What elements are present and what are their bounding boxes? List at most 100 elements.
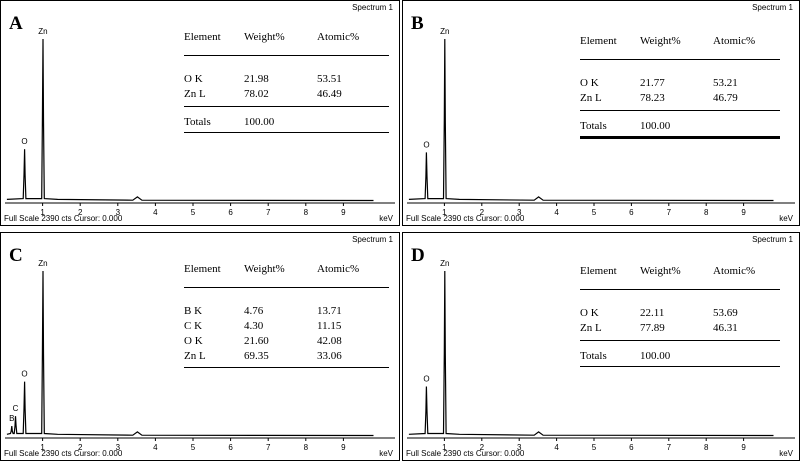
- x-tick-label: 8: [304, 208, 309, 217]
- table-cell: 53.21: [713, 77, 738, 89]
- table-cell: Zn L: [184, 350, 206, 362]
- x-tick-label: 9: [741, 443, 746, 452]
- x-tick-label: 8: [704, 208, 709, 217]
- spectrum-panel: 1 2 3 4 5 6 7 8 9 O Zn B Spectrum 1 Full Scale 2390 c…: [402, 0, 800, 226]
- x-tick-label: 7: [667, 443, 672, 452]
- x-tick-label: 4: [153, 443, 158, 452]
- x-tick-label: 9: [741, 208, 746, 217]
- spectrum-panel: 1 2 3 4 5 6 7 8 9 O Zn A Spectrum 1 Full Scale 2390 c…: [0, 0, 400, 226]
- x-tick-label: 9: [341, 443, 346, 452]
- panel-letter: C: [9, 245, 23, 266]
- table-header-cell: Atomic%: [713, 265, 756, 277]
- spectrum-line: [6, 38, 374, 202]
- x-tick-label: 7: [266, 208, 271, 217]
- table-header-cell: Weight%: [640, 265, 681, 277]
- table-cell: 21.98: [244, 73, 269, 85]
- table-header-cell: Atomic%: [317, 31, 360, 43]
- spectrum-title: Spectrum 1: [752, 235, 793, 244]
- table-cell: 53.69: [713, 307, 738, 319]
- table-header-cell: Atomic%: [317, 263, 360, 275]
- panel-letter: A: [9, 13, 23, 34]
- peak-label: O: [21, 370, 27, 379]
- x-tick-label: 2: [78, 208, 83, 217]
- table-cell: 46.31: [713, 322, 738, 334]
- x-tick-label: 3: [116, 208, 121, 217]
- x-axis-unit-label: keV: [379, 214, 393, 223]
- table-rule: [580, 136, 780, 139]
- x-tick-label: 5: [592, 443, 597, 452]
- table-totals-cell: 100.00: [244, 116, 275, 128]
- scale-readout: Full Scale 2390 cts Cursor: 0.000: [406, 214, 525, 223]
- table-cell: 33.06: [317, 350, 342, 362]
- table-cell: Zn L: [184, 88, 206, 100]
- x-tick-label: 5: [191, 443, 196, 452]
- spectrum-plot: 1 2 3 4 5 6 7 8 9 O Zn: [407, 27, 795, 217]
- x-axis-unit-label: keV: [379, 449, 393, 458]
- x-tick-label: 7: [266, 443, 271, 452]
- table-rule: [580, 110, 780, 111]
- peak-label: Zn: [38, 27, 47, 36]
- table-cell: 78.02: [244, 88, 269, 100]
- table-header-cell: Weight%: [244, 31, 285, 43]
- panel-letter: B: [411, 13, 424, 34]
- spectrum-line: [408, 270, 774, 437]
- x-tick-label: 6: [228, 443, 233, 452]
- table-header-cell: Element: [184, 31, 221, 43]
- spectrum-plot: 1 2 3 4 5 6 7 8 9 O Zn: [407, 259, 795, 452]
- peak-label: O: [21, 137, 27, 146]
- table-cell: 69.35: [244, 350, 269, 362]
- table-header-cell: Element: [580, 35, 617, 47]
- x-tick-label: 6: [629, 208, 634, 217]
- table-cell: B K: [184, 305, 203, 317]
- table-rule: [184, 55, 389, 56]
- table-totals-cell: 100.00: [640, 120, 671, 132]
- table-cell: O K: [184, 73, 203, 85]
- table-cell: 78.23: [640, 92, 665, 104]
- table-cell: 46.79: [713, 92, 738, 104]
- panel-letter: D: [411, 245, 425, 266]
- x-tick-label: 1: [442, 443, 447, 452]
- x-tick-label: 4: [554, 208, 559, 217]
- peak-label: C: [13, 404, 19, 413]
- table-cell: 11.15: [317, 320, 342, 332]
- table-header-cell: Element: [184, 263, 221, 275]
- table-rule: [184, 106, 389, 107]
- x-tick-label: 8: [304, 443, 309, 452]
- table-cell: O K: [580, 77, 599, 89]
- x-tick-label: 3: [116, 443, 121, 452]
- table-totals-cell: 100.00: [640, 350, 671, 362]
- table-rule: [580, 289, 780, 290]
- x-tick-label: 9: [341, 208, 346, 217]
- table-cell: 4.76: [244, 305, 264, 317]
- table-cell: 77.89: [640, 322, 665, 334]
- x-tick-label: 5: [191, 208, 196, 217]
- peak-label: O: [423, 140, 429, 149]
- table-rule: [184, 287, 389, 288]
- peak-label: Zn: [440, 259, 449, 268]
- table-totals-cell: Totals: [184, 116, 211, 128]
- x-tick-label: 4: [554, 443, 559, 452]
- spectrum-title: Spectrum 1: [352, 3, 393, 12]
- x-tick-label: 2: [78, 443, 83, 452]
- table-cell: 21.77: [640, 77, 665, 89]
- table-cell: 13.71: [317, 305, 342, 317]
- table-rule: [184, 367, 389, 368]
- x-tick-label: 4: [153, 208, 158, 217]
- spectrum-panel: 1 2 3 4 5 6 7 8 9 B C O Zn C Spectrum 1 Full Scale 2390…: [0, 232, 400, 461]
- spectrum-line: [6, 270, 374, 437]
- table-rule: [580, 366, 780, 367]
- x-axis-unit-label: keV: [779, 449, 793, 458]
- x-tick-label: 1: [40, 208, 45, 217]
- table-cell: 4.30: [244, 320, 264, 332]
- composition-table: Element Weight% Atomic% O K 22.11 53.69 Zn L 77…: [580, 265, 780, 405]
- x-tick-label: 3: [517, 443, 522, 452]
- spectrum-panel: 1 2 3 4 5 6 7 8 9 O Zn D Spectrum 1 Full Scale 2390 c…: [402, 232, 800, 461]
- scale-readout: Full Scale 2390 cts Cursor: 0.000: [4, 214, 123, 223]
- table-cell: Zn L: [580, 322, 602, 334]
- table-cell: O K: [184, 335, 203, 347]
- table-cell: 46.49: [317, 88, 342, 100]
- x-tick-label: 1: [40, 443, 45, 452]
- x-tick-label: 7: [667, 208, 672, 217]
- x-tick-label: 8: [704, 443, 709, 452]
- table-header-cell: Weight%: [640, 35, 681, 47]
